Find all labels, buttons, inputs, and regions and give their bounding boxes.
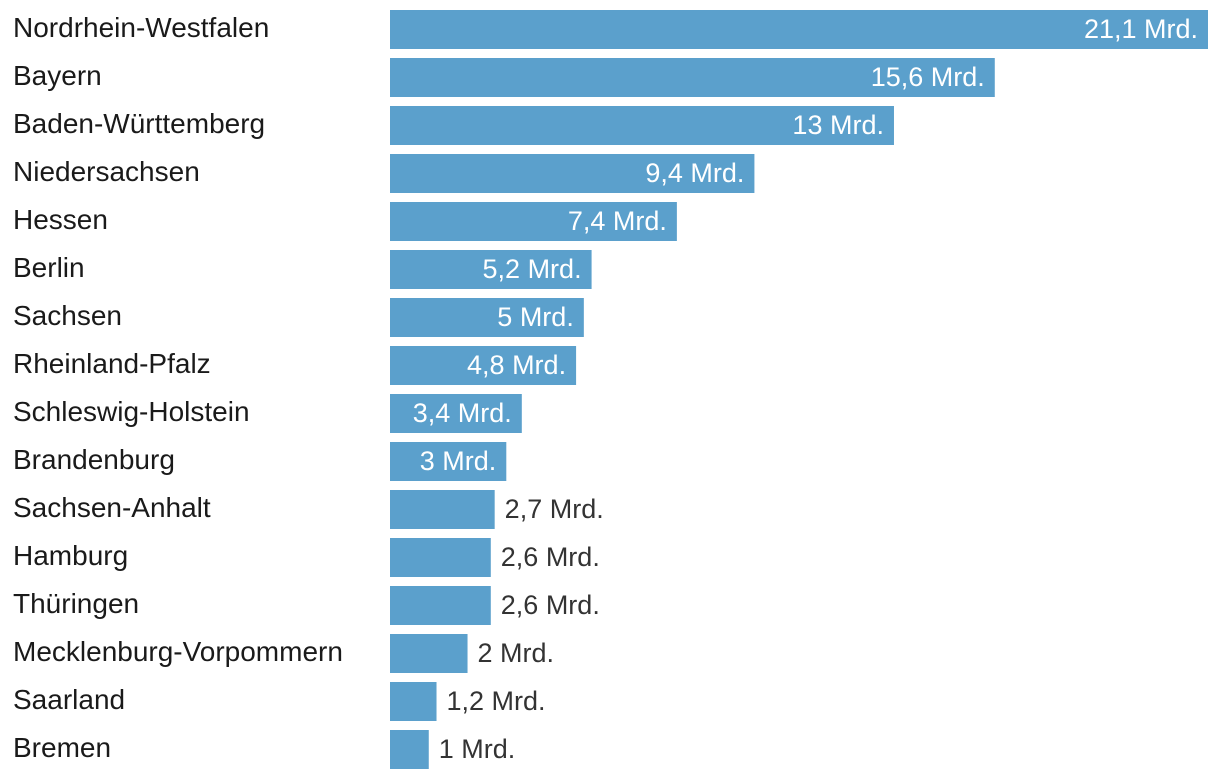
bar-baden-württemberg bbox=[390, 106, 894, 145]
category-label-hamburg: Hamburg bbox=[13, 540, 128, 571]
category-label-berlin: Berlin bbox=[13, 252, 85, 283]
bar-sachsen bbox=[390, 298, 584, 337]
category-label-nordrhein-westfalen: Nordrhein-Westfalen bbox=[13, 12, 269, 43]
category-label-baden-württemberg: Baden-Württemberg bbox=[13, 108, 265, 139]
value-labels: 21,1 Mrd. 15,6 Mrd. 13 Mrd. 9,4 Mrd. 7,4 Mrd… bbox=[413, 14, 1198, 764]
value-label-bremen: 1 Mrd. bbox=[439, 734, 516, 764]
value-label-thüringen: 2,6 Mrd. bbox=[501, 590, 600, 620]
bar-mecklenburg-vorpommern bbox=[390, 634, 468, 673]
bar-rheinland-pfalz bbox=[390, 346, 577, 385]
category-label-hessen: Hessen bbox=[13, 204, 108, 235]
bar-bayern bbox=[390, 58, 995, 97]
value-label-hamburg: 2,6 Mrd. bbox=[501, 542, 600, 572]
bar-schleswig-holstein bbox=[390, 394, 522, 433]
bar-hessen bbox=[390, 202, 677, 241]
category-label-bremen: Bremen bbox=[13, 732, 111, 763]
value-label-sachsen: 5 Mrd. bbox=[497, 302, 574, 332]
value-label-rheinland-pfalz: 4,8 Mrd. bbox=[467, 350, 566, 380]
bar-niedersachsen bbox=[390, 154, 755, 193]
value-label-brandenburg: 3 Mrd. bbox=[420, 446, 497, 476]
value-label-saarland: 1,2 Mrd. bbox=[447, 686, 546, 716]
category-label-bayern: Bayern bbox=[13, 60, 102, 91]
category-label-thüringen: Thüringen bbox=[13, 588, 139, 619]
value-label-bayern: 15,6 Mrd. bbox=[871, 62, 985, 92]
category-label-brandenburg: Brandenburg bbox=[13, 444, 175, 475]
value-label-nordrhein-westfalen: 21,1 Mrd. bbox=[1084, 14, 1198, 44]
category-label-saarland: Saarland bbox=[13, 684, 125, 715]
value-label-schleswig-holstein: 3,4 Mrd. bbox=[413, 398, 512, 428]
bar-thüringen bbox=[390, 586, 491, 625]
value-label-berlin: 5,2 Mrd. bbox=[483, 254, 582, 284]
category-label-sachsen: Sachsen bbox=[13, 300, 122, 331]
category-label-niedersachsen: Niedersachsen bbox=[13, 156, 200, 187]
value-label-niedersachsen: 9,4 Mrd. bbox=[645, 158, 744, 188]
bar-bremen bbox=[390, 730, 429, 769]
bar-berlin bbox=[390, 250, 592, 289]
category-label-schleswig-holstein: Schleswig-Holstein bbox=[13, 396, 250, 427]
bar-sachsen-anhalt bbox=[390, 490, 495, 529]
bar-saarland bbox=[390, 682, 437, 721]
category-label-rheinland-pfalz: Rheinland-Pfalz bbox=[13, 348, 211, 379]
value-label-mecklenburg-vorpommern: 2 Mrd. bbox=[478, 638, 555, 668]
category-labels: Nordrhein-Westfalen Bayern Baden-Württembe… bbox=[13, 12, 343, 763]
value-label-sachsen-anhalt: 2,7 Mrd. bbox=[505, 494, 604, 524]
category-label-sachsen-anhalt: Sachsen-Anhalt bbox=[13, 492, 211, 523]
category-label-mecklenburg-vorpommern: Mecklenburg-Vorpommern bbox=[13, 636, 343, 667]
bar-nordrhein-westfalen bbox=[390, 10, 1208, 49]
bar-brandenburg bbox=[390, 442, 507, 481]
value-label-hessen: 7,4 Mrd. bbox=[568, 206, 667, 236]
bars bbox=[390, 10, 1208, 769]
value-label-baden-württemberg: 13 Mrd. bbox=[792, 110, 884, 140]
bar-hamburg bbox=[390, 538, 491, 577]
